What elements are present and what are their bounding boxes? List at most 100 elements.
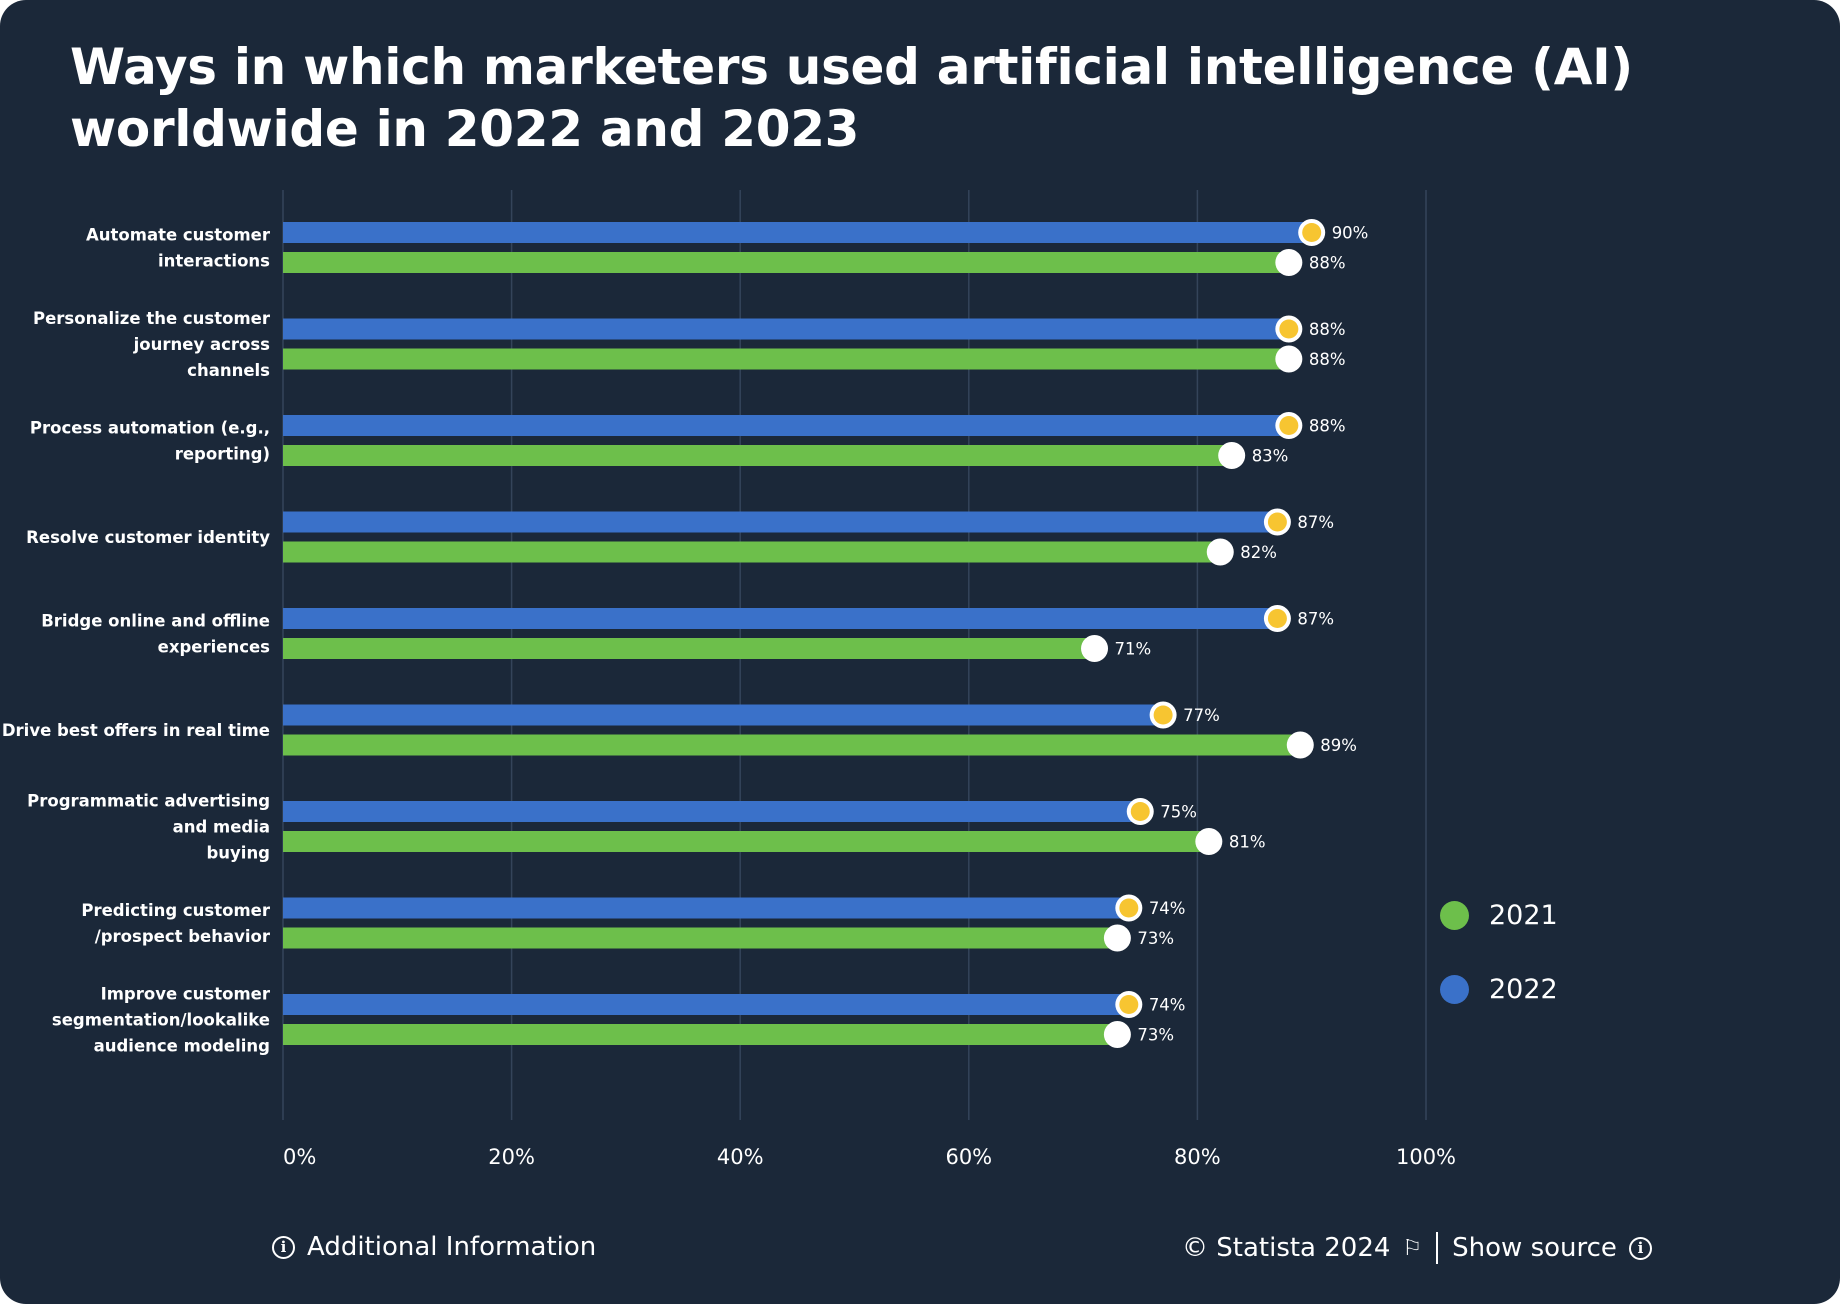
category-label: Drive best offers in real time — [2, 721, 270, 740]
legend-swatch-2022 — [1440, 974, 1469, 1004]
marker-2021-ring — [1081, 635, 1109, 662]
legend-label-2021: 2021 — [1489, 899, 1558, 931]
value-label-2021: 89% — [1320, 736, 1357, 755]
show-source-link[interactable]: Show source — [1452, 1233, 1617, 1263]
bar-2022 — [283, 511, 1278, 533]
bar-2022 — [283, 994, 1129, 1015]
value-label-2021: 88% — [1309, 350, 1346, 369]
info-icon: i — [272, 1235, 295, 1259]
bar-2022 — [283, 318, 1289, 340]
marker-2021-ring — [1218, 442, 1246, 469]
legend-item-2021[interactable]: 2021 — [1440, 896, 1558, 934]
category-label-line: Drive best offers in real time — [2, 721, 270, 740]
additional-information-label: Additional Information — [307, 1232, 597, 1262]
x-tick-label: 40% — [717, 1145, 764, 1169]
footer-divider — [1436, 1232, 1439, 1264]
marker-2022 — [1267, 609, 1287, 628]
marker-2021-ring — [1286, 731, 1314, 759]
category-label: Bridge online and offline experiences — [41, 612, 270, 657]
bar-2021 — [283, 734, 1301, 756]
additional-information-link[interactable]: i Additional Information — [272, 1232, 596, 1262]
value-label-2021: 73% — [1137, 1026, 1174, 1045]
marker-2022 — [1267, 512, 1287, 532]
category-label-line: experiences — [158, 638, 271, 657]
chart-title: Ways in which marketers used artificial … — [70, 38, 1633, 158]
value-label-2021: 83% — [1252, 447, 1289, 466]
bar-2021 — [283, 541, 1221, 563]
bar-2021 — [283, 1024, 1118, 1045]
value-label-2022: 74% — [1149, 899, 1186, 918]
category-label-line: journey across — [133, 335, 271, 354]
value-label-2021: 71% — [1115, 640, 1152, 659]
bar-2021 — [283, 252, 1289, 273]
category-label: Programmatic advertising and media buying — [27, 792, 270, 863]
category-label-line: Predicting customer — [81, 901, 270, 920]
bar-2021 — [283, 831, 1209, 852]
category-label-line: Process automation (e.g., — [30, 419, 270, 438]
legend-item-2022[interactable]: 2022 — [1440, 970, 1558, 1008]
category-label-line: channels — [187, 361, 270, 380]
bar-2022 — [283, 608, 1278, 629]
category-label: Resolve customer identity — [26, 528, 270, 547]
bar-2021 — [283, 638, 1095, 659]
category-label-line: Personalize the customer — [33, 309, 271, 328]
marker-2022 — [1119, 898, 1139, 918]
marker-2021-ring — [1275, 345, 1303, 373]
copyright-label: © Statista 2024 — [1182, 1233, 1391, 1263]
category-label-line: interactions — [158, 252, 270, 271]
marker-2022 — [1279, 319, 1299, 339]
flag-icon[interactable]: ⚐ — [1402, 1235, 1423, 1261]
value-label-2021: 73% — [1137, 929, 1174, 948]
marker-2021-ring — [1206, 538, 1234, 566]
value-label-2022: 88% — [1309, 320, 1346, 339]
category-label-line: and media — [173, 818, 270, 837]
category-label-line: buying — [206, 844, 270, 863]
category-label-line: Bridge online and offline — [41, 612, 270, 631]
x-tick-label: 0% — [283, 1145, 316, 1169]
x-tick-label: 20% — [488, 1145, 535, 1169]
category-label-line: reporting) — [175, 445, 270, 464]
bar-2022 — [283, 415, 1289, 436]
category-label: Improve customer segmentation/lookalike au… — [52, 985, 271, 1056]
marker-2022 — [1130, 802, 1150, 821]
legend: 2021 2022 — [1440, 896, 1558, 1044]
marker-2021-ring — [1103, 1021, 1131, 1048]
x-tick-label: 60% — [945, 1145, 992, 1169]
category-label-line: Resolve customer identity — [26, 528, 270, 547]
category-label: Automate customer interactions — [86, 226, 271, 271]
bar-2022 — [283, 801, 1141, 822]
marker-2022 — [1279, 416, 1299, 435]
bar-2021 — [283, 927, 1118, 949]
bar-2021 — [283, 445, 1232, 466]
category-label-line: Programmatic advertising — [27, 792, 270, 811]
legend-swatch-2021 — [1440, 900, 1469, 930]
category-label-line: audience modeling — [94, 1037, 270, 1056]
bar-2021 — [283, 348, 1289, 370]
marker-2022 — [1119, 995, 1139, 1014]
category-label-line: Automate customer — [86, 226, 271, 245]
footer-source: © Statista 2024 ⚐ Show source i — [1182, 1232, 1652, 1264]
value-label-2022: 75% — [1160, 803, 1197, 822]
source-info-icon[interactable]: i — [1628, 1236, 1652, 1260]
value-label-2021: 88% — [1309, 254, 1346, 273]
value-label-2022: 87% — [1297, 513, 1334, 532]
marker-2021-ring — [1103, 924, 1131, 952]
marker-2022 — [1153, 705, 1173, 725]
value-label-2022: 90% — [1332, 224, 1369, 243]
value-label-2022: 88% — [1309, 417, 1346, 436]
value-label-2022: 77% — [1183, 706, 1220, 725]
category-label: Process automation (e.g., reporting) — [30, 419, 270, 464]
x-tick-label: 80% — [1174, 1145, 1221, 1169]
marker-2021-ring — [1195, 828, 1223, 855]
bar-2022 — [283, 222, 1312, 243]
value-label-2021: 82% — [1240, 543, 1277, 562]
x-tick-label: 100% — [1396, 1145, 1456, 1169]
category-label-line: /prospect behavior — [95, 927, 271, 946]
bar-2022 — [283, 704, 1164, 726]
value-label-2021: 81% — [1229, 833, 1266, 852]
value-label-2022: 87% — [1297, 610, 1334, 629]
bar-2022 — [283, 897, 1129, 919]
category-label: Predicting customer/prospect behavior — [81, 901, 270, 946]
